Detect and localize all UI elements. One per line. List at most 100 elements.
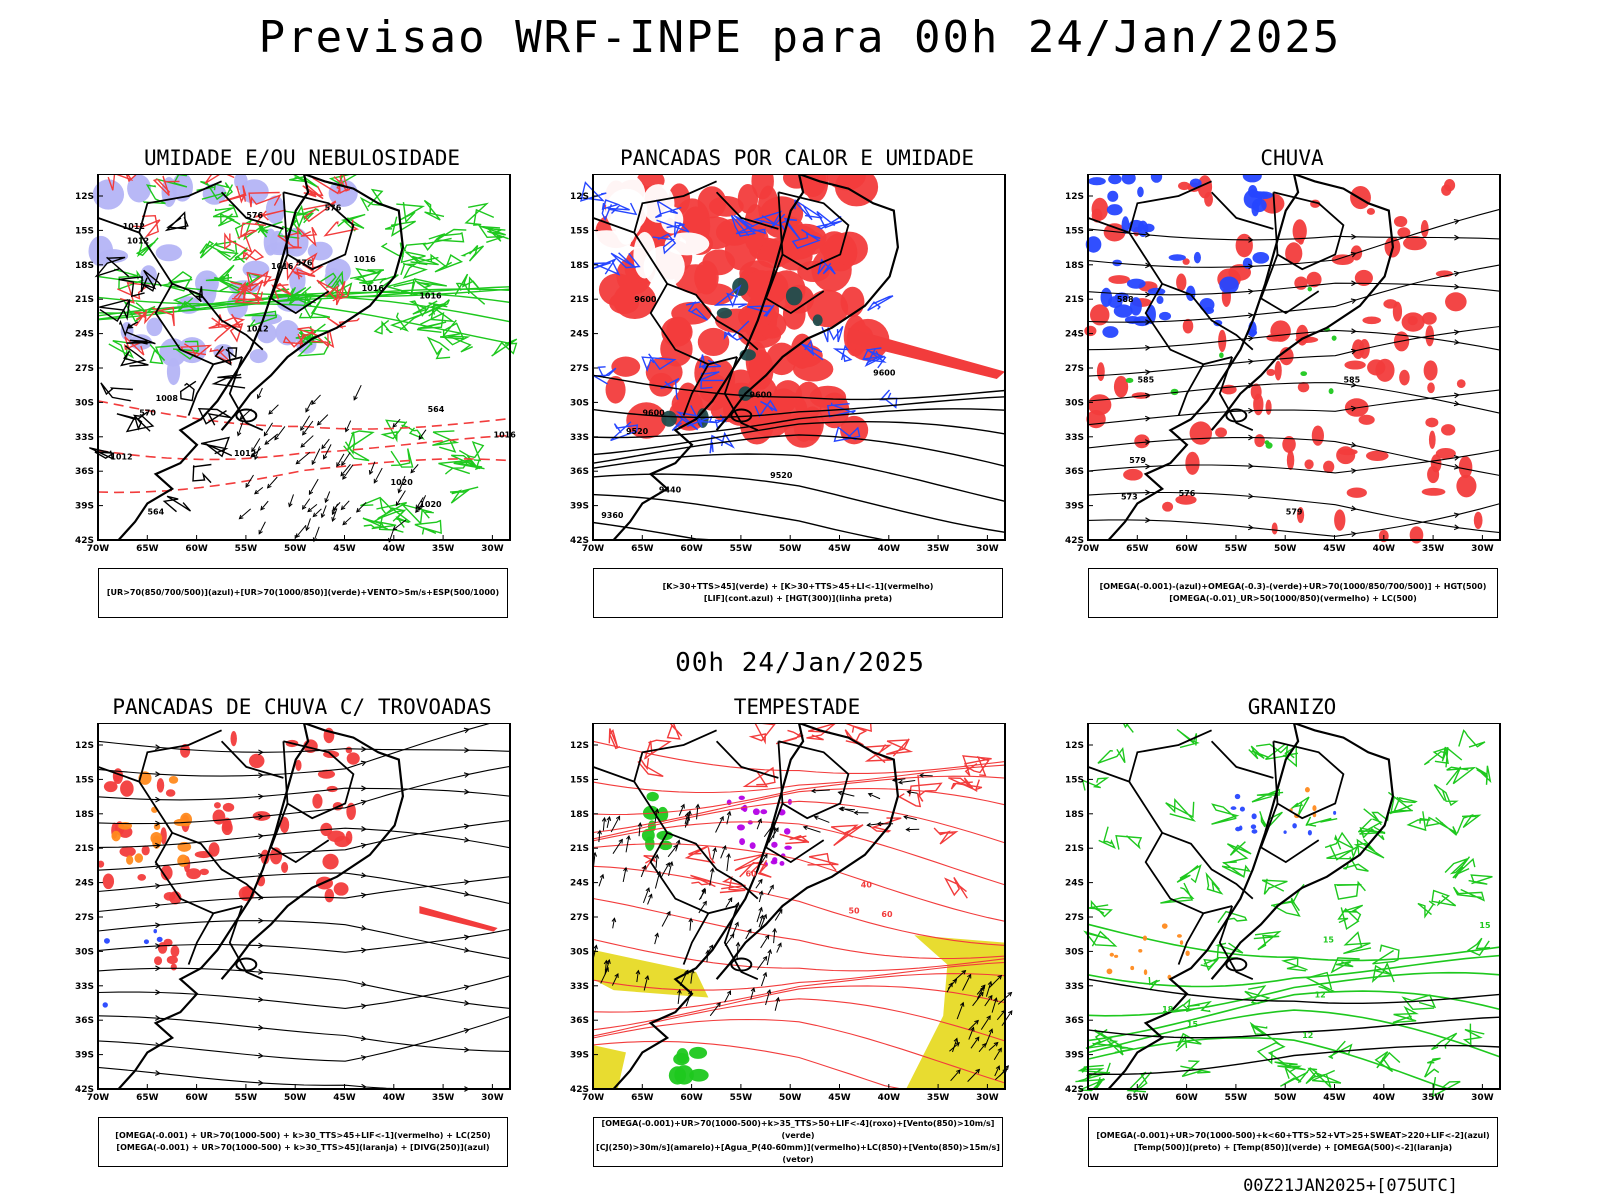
streamline-arrow	[1350, 505, 1357, 512]
wind-vector-head	[606, 815, 612, 821]
shade-blob	[1354, 269, 1373, 286]
panel-title: PANCADAS POR CALOR E UMIDADE	[619, 146, 974, 170]
streamline-arrow	[463, 788, 470, 795]
shade-blob	[784, 845, 792, 850]
wind-vector-head	[341, 461, 346, 467]
wind-vector-head	[307, 507, 313, 513]
shade-blob	[831, 231, 868, 266]
contour-squiggle	[1311, 1069, 1342, 1089]
shade-blob	[1441, 184, 1452, 196]
lat-tick-label: 27S	[75, 913, 94, 923]
shade-blob	[153, 929, 158, 934]
clear-area	[581, 174, 710, 288]
lat-tick-label: 12S	[570, 192, 589, 202]
wind-vector-head	[955, 1042, 960, 1047]
wind-vector	[767, 885, 774, 895]
contour-squiggle	[1372, 944, 1400, 965]
shade-blob	[784, 411, 822, 448]
shade-blob	[265, 195, 285, 225]
contour-squiggle	[302, 184, 324, 200]
shade-blob	[326, 785, 338, 793]
contour-label: 576	[246, 211, 263, 220]
contour-squiggle	[297, 326, 320, 347]
legend-line: [UR>70(850/700/500)](azul)+[UR>70(1000/8…	[106, 588, 500, 597]
streamline	[97, 820, 511, 871]
contour-squiggle	[362, 517, 389, 530]
wind-vector	[636, 970, 639, 983]
contour-label: 9600	[750, 390, 773, 399]
contour-squiggle	[323, 219, 360, 237]
contour-squiggle	[1406, 811, 1431, 832]
lat-tick-label: 12S	[570, 741, 589, 751]
wind-vector-head	[695, 803, 701, 809]
wind-vector	[622, 867, 627, 883]
contour-squiggle	[1165, 798, 1197, 822]
shade-blob	[1306, 271, 1322, 288]
contour-squiggle	[637, 757, 664, 777]
contour-squiggle	[1115, 835, 1143, 850]
wind-vector	[838, 791, 855, 797]
contour-squiggle	[1343, 856, 1369, 872]
wind-vector	[308, 478, 319, 495]
streamline-arrow	[361, 826, 367, 832]
wind-vector	[970, 1036, 980, 1049]
wind850-green	[668, 1046, 709, 1085]
wind-vector	[759, 914, 767, 930]
contour-squiggle	[830, 824, 864, 847]
contour-squiggle	[142, 184, 166, 205]
jet-yellow	[593, 949, 709, 998]
streamline-arrow	[360, 842, 367, 849]
wind-vector	[321, 438, 330, 449]
contour-squiggle	[944, 877, 968, 899]
border-line	[715, 740, 779, 779]
border-line	[1210, 191, 1274, 230]
contour-squiggle	[162, 495, 192, 513]
border-line	[187, 912, 215, 965]
streamline-arrow	[360, 1003, 367, 1010]
contour-squiggle	[400, 242, 427, 265]
shade-blob	[103, 938, 110, 944]
wind-vector-head	[614, 972, 619, 978]
border-line	[154, 832, 243, 915]
contour-squiggle	[666, 723, 683, 740]
streamline-arrow	[1350, 531, 1357, 537]
streamline-arrow	[463, 727, 470, 734]
streamline	[97, 787, 511, 801]
wind-vector-head	[251, 447, 256, 453]
lon-tick-label: 65W	[1126, 1093, 1149, 1103]
shade-blob	[1336, 446, 1356, 465]
shade-blob	[1143, 969, 1148, 976]
lat-tick-label: 33S	[75, 433, 94, 443]
wind-vector	[947, 979, 957, 989]
streamline-arrow	[155, 771, 161, 778]
border-line	[269, 803, 330, 864]
streamline-arrow	[1248, 463, 1254, 469]
border-line	[1218, 356, 1254, 432]
contour-squiggle	[608, 728, 621, 750]
shade-blob	[213, 802, 221, 809]
wind-vector-head	[626, 834, 631, 840]
shade-blob	[1425, 417, 1439, 428]
shade-blob	[195, 270, 219, 296]
contour-line	[1087, 1009, 1501, 1058]
shade-blob	[1435, 448, 1456, 460]
streamline	[1087, 389, 1501, 426]
contour-line	[592, 453, 1006, 502]
contour-label: 1012	[123, 222, 145, 231]
shade-blob	[103, 781, 118, 793]
streamline-arrow	[155, 989, 161, 996]
contour-squiggle	[317, 270, 344, 288]
wind-vector	[263, 422, 273, 436]
shade-blob	[156, 936, 163, 942]
contour-squiggle	[246, 270, 277, 292]
contour-label: 588	[1117, 295, 1134, 304]
lon-tick-label: 50W	[1274, 1093, 1297, 1103]
contour-squiggle	[592, 257, 621, 276]
wind-vector	[655, 854, 658, 868]
wind-vector-head	[665, 862, 670, 867]
contour-squiggle	[1462, 1023, 1485, 1046]
contour-line	[1087, 971, 1501, 1017]
lon-tick-label: 50W	[284, 1093, 307, 1103]
contour-squiggle	[132, 311, 147, 327]
